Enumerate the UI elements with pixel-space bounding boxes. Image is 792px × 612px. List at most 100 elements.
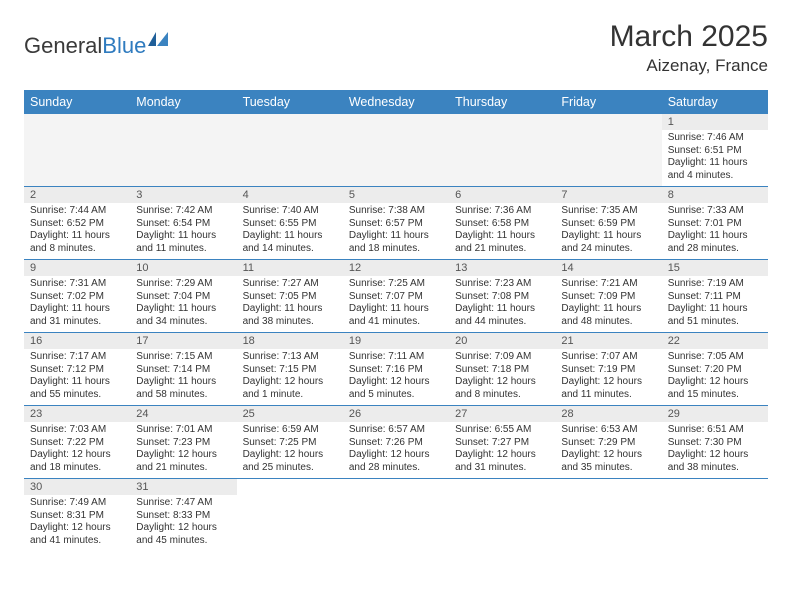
day-details: Sunrise: 6:59 AMSunset: 7:25 PMDaylight:… <box>237 422 343 478</box>
calendar-cell-blank <box>343 479 449 552</box>
calendar-cell: 31Sunrise: 7:47 AMSunset: 8:33 PMDayligh… <box>130 479 236 552</box>
calendar-row: 9Sunrise: 7:31 AMSunset: 7:02 PMDaylight… <box>24 260 768 333</box>
day-details: Sunrise: 7:31 AMSunset: 7:02 PMDaylight:… <box>24 276 130 332</box>
day-number: 23 <box>24 406 130 422</box>
weekday-header: Friday <box>555 90 661 114</box>
calendar-table: SundayMondayTuesdayWednesdayThursdayFrid… <box>24 90 768 551</box>
calendar-cell-blank <box>130 114 236 187</box>
day-details: Sunrise: 7:33 AMSunset: 7:01 PMDaylight:… <box>662 203 768 259</box>
day-details: Sunrise: 7:07 AMSunset: 7:19 PMDaylight:… <box>555 349 661 405</box>
calendar-cell: 29Sunrise: 6:51 AMSunset: 7:30 PMDayligh… <box>662 406 768 479</box>
day-details: Sunrise: 7:21 AMSunset: 7:09 PMDaylight:… <box>555 276 661 332</box>
weekday-header-row: SundayMondayTuesdayWednesdayThursdayFrid… <box>24 90 768 114</box>
calendar-row: 1Sunrise: 7:46 AMSunset: 6:51 PMDaylight… <box>24 114 768 187</box>
calendar-body: 1Sunrise: 7:46 AMSunset: 6:51 PMDaylight… <box>24 114 768 551</box>
calendar-cell-blank <box>24 114 130 187</box>
calendar-cell: 11Sunrise: 7:27 AMSunset: 7:05 PMDayligh… <box>237 260 343 333</box>
weekday-header: Monday <box>130 90 236 114</box>
logo-text-part1: General <box>24 33 102 59</box>
day-details: Sunrise: 7:01 AMSunset: 7:23 PMDaylight:… <box>130 422 236 478</box>
day-number: 5 <box>343 187 449 203</box>
calendar-row: 2Sunrise: 7:44 AMSunset: 6:52 PMDaylight… <box>24 187 768 260</box>
day-number: 1 <box>662 114 768 130</box>
weekday-header: Saturday <box>662 90 768 114</box>
day-number: 10 <box>130 260 236 276</box>
day-details: Sunrise: 7:29 AMSunset: 7:04 PMDaylight:… <box>130 276 236 332</box>
day-number: 3 <box>130 187 236 203</box>
calendar-cell: 16Sunrise: 7:17 AMSunset: 7:12 PMDayligh… <box>24 333 130 406</box>
calendar-cell: 26Sunrise: 6:57 AMSunset: 7:26 PMDayligh… <box>343 406 449 479</box>
day-details: Sunrise: 7:19 AMSunset: 7:11 PMDaylight:… <box>662 276 768 332</box>
day-number: 6 <box>449 187 555 203</box>
weekday-header: Sunday <box>24 90 130 114</box>
day-number: 26 <box>343 406 449 422</box>
calendar-cell: 20Sunrise: 7:09 AMSunset: 7:18 PMDayligh… <box>449 333 555 406</box>
day-number: 12 <box>343 260 449 276</box>
calendar-cell: 19Sunrise: 7:11 AMSunset: 7:16 PMDayligh… <box>343 333 449 406</box>
day-details: Sunrise: 7:47 AMSunset: 8:33 PMDaylight:… <box>130 495 236 551</box>
calendar-row: 23Sunrise: 7:03 AMSunset: 7:22 PMDayligh… <box>24 406 768 479</box>
calendar-cell: 14Sunrise: 7:21 AMSunset: 7:09 PMDayligh… <box>555 260 661 333</box>
day-number: 25 <box>237 406 343 422</box>
calendar-cell-blank <box>237 114 343 187</box>
calendar-cell: 22Sunrise: 7:05 AMSunset: 7:20 PMDayligh… <box>662 333 768 406</box>
day-number: 13 <box>449 260 555 276</box>
calendar-cell: 13Sunrise: 7:23 AMSunset: 7:08 PMDayligh… <box>449 260 555 333</box>
calendar-cell: 27Sunrise: 6:55 AMSunset: 7:27 PMDayligh… <box>449 406 555 479</box>
day-details: Sunrise: 7:27 AMSunset: 7:05 PMDaylight:… <box>237 276 343 332</box>
calendar-cell: 30Sunrise: 7:49 AMSunset: 8:31 PMDayligh… <box>24 479 130 552</box>
day-details: Sunrise: 7:13 AMSunset: 7:15 PMDaylight:… <box>237 349 343 405</box>
calendar-cell: 5Sunrise: 7:38 AMSunset: 6:57 PMDaylight… <box>343 187 449 260</box>
calendar-cell: 15Sunrise: 7:19 AMSunset: 7:11 PMDayligh… <box>662 260 768 333</box>
day-details: Sunrise: 7:38 AMSunset: 6:57 PMDaylight:… <box>343 203 449 259</box>
day-details: Sunrise: 7:23 AMSunset: 7:08 PMDaylight:… <box>449 276 555 332</box>
calendar-cell-blank <box>662 479 768 552</box>
calendar-cell: 21Sunrise: 7:07 AMSunset: 7:19 PMDayligh… <box>555 333 661 406</box>
header: GeneralBlue March 2025 Aizenay, France <box>24 20 768 76</box>
weekday-header: Wednesday <box>343 90 449 114</box>
calendar-cell: 12Sunrise: 7:25 AMSunset: 7:07 PMDayligh… <box>343 260 449 333</box>
calendar-cell-blank <box>449 114 555 187</box>
day-number: 15 <box>662 260 768 276</box>
day-number: 19 <box>343 333 449 349</box>
calendar-cell: 2Sunrise: 7:44 AMSunset: 6:52 PMDaylight… <box>24 187 130 260</box>
calendar-cell: 25Sunrise: 6:59 AMSunset: 7:25 PMDayligh… <box>237 406 343 479</box>
day-details: Sunrise: 7:09 AMSunset: 7:18 PMDaylight:… <box>449 349 555 405</box>
calendar-cell: 4Sunrise: 7:40 AMSunset: 6:55 PMDaylight… <box>237 187 343 260</box>
title-block: March 2025 Aizenay, France <box>610 20 768 76</box>
day-number: 16 <box>24 333 130 349</box>
calendar-row: 16Sunrise: 7:17 AMSunset: 7:12 PMDayligh… <box>24 333 768 406</box>
day-details: Sunrise: 7:49 AMSunset: 8:31 PMDaylight:… <box>24 495 130 551</box>
day-details: Sunrise: 7:40 AMSunset: 6:55 PMDaylight:… <box>237 203 343 259</box>
day-details: Sunrise: 7:46 AMSunset: 6:51 PMDaylight:… <box>662 130 768 186</box>
calendar-cell: 1Sunrise: 7:46 AMSunset: 6:51 PMDaylight… <box>662 114 768 187</box>
day-details: Sunrise: 7:17 AMSunset: 7:12 PMDaylight:… <box>24 349 130 405</box>
day-number: 7 <box>555 187 661 203</box>
day-details: Sunrise: 7:03 AMSunset: 7:22 PMDaylight:… <box>24 422 130 478</box>
day-number: 22 <box>662 333 768 349</box>
day-number: 11 <box>237 260 343 276</box>
day-details: Sunrise: 7:05 AMSunset: 7:20 PMDaylight:… <box>662 349 768 405</box>
calendar-cell: 7Sunrise: 7:35 AMSunset: 6:59 PMDaylight… <box>555 187 661 260</box>
day-details: Sunrise: 6:55 AMSunset: 7:27 PMDaylight:… <box>449 422 555 478</box>
day-number: 28 <box>555 406 661 422</box>
day-number: 2 <box>24 187 130 203</box>
calendar-cell: 18Sunrise: 7:13 AMSunset: 7:15 PMDayligh… <box>237 333 343 406</box>
calendar-cell: 28Sunrise: 6:53 AMSunset: 7:29 PMDayligh… <box>555 406 661 479</box>
day-details: Sunrise: 7:42 AMSunset: 6:54 PMDaylight:… <box>130 203 236 259</box>
weekday-header: Tuesday <box>237 90 343 114</box>
weekday-header: Thursday <box>449 90 555 114</box>
calendar-cell-blank <box>555 479 661 552</box>
calendar-cell: 17Sunrise: 7:15 AMSunset: 7:14 PMDayligh… <box>130 333 236 406</box>
day-number: 20 <box>449 333 555 349</box>
day-number: 31 <box>130 479 236 495</box>
calendar-cell: 8Sunrise: 7:33 AMSunset: 7:01 PMDaylight… <box>662 187 768 260</box>
flag-icon <box>148 28 170 54</box>
day-details: Sunrise: 7:35 AMSunset: 6:59 PMDaylight:… <box>555 203 661 259</box>
calendar-cell: 9Sunrise: 7:31 AMSunset: 7:02 PMDaylight… <box>24 260 130 333</box>
logo: GeneralBlue <box>24 28 170 64</box>
calendar-cell-blank <box>449 479 555 552</box>
calendar-cell: 10Sunrise: 7:29 AMSunset: 7:04 PMDayligh… <box>130 260 236 333</box>
day-number: 21 <box>555 333 661 349</box>
calendar-cell: 3Sunrise: 7:42 AMSunset: 6:54 PMDaylight… <box>130 187 236 260</box>
